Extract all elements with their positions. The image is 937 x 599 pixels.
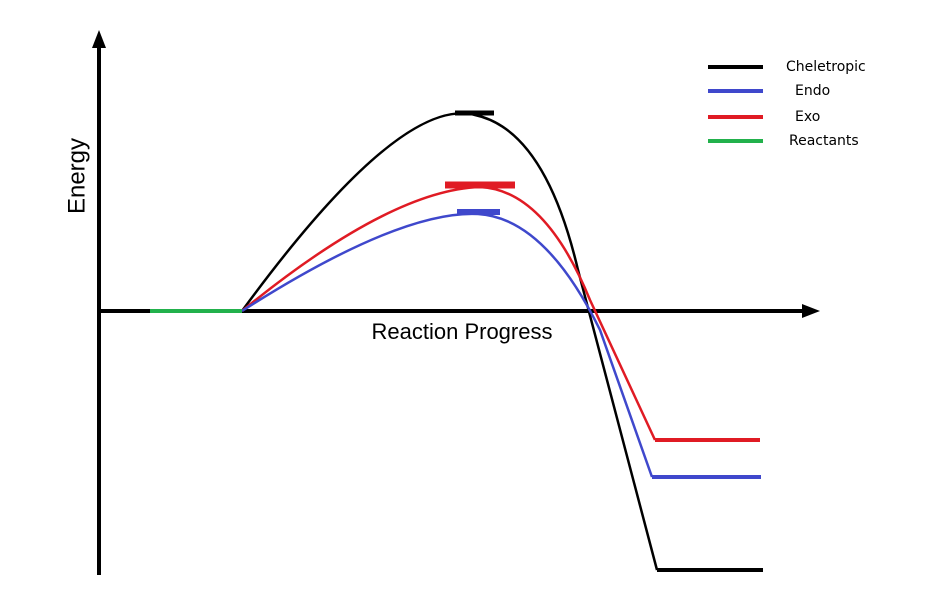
endo-curve — [241, 212, 654, 478]
x-axis-label: Reaction Progress — [372, 319, 553, 344]
legend: Cheletropic Endo Exo Reactants — [708, 59, 866, 149]
legend-label: Exo — [795, 109, 820, 125]
exo-curve — [241, 185, 657, 441]
y-axis-label: Energy — [63, 138, 90, 214]
y-arrow — [92, 30, 106, 48]
legend-label: Reactants — [789, 133, 859, 149]
legend-label: Endo — [795, 83, 830, 99]
x-arrow — [802, 304, 820, 318]
legend-label: Cheletropic — [786, 59, 866, 75]
